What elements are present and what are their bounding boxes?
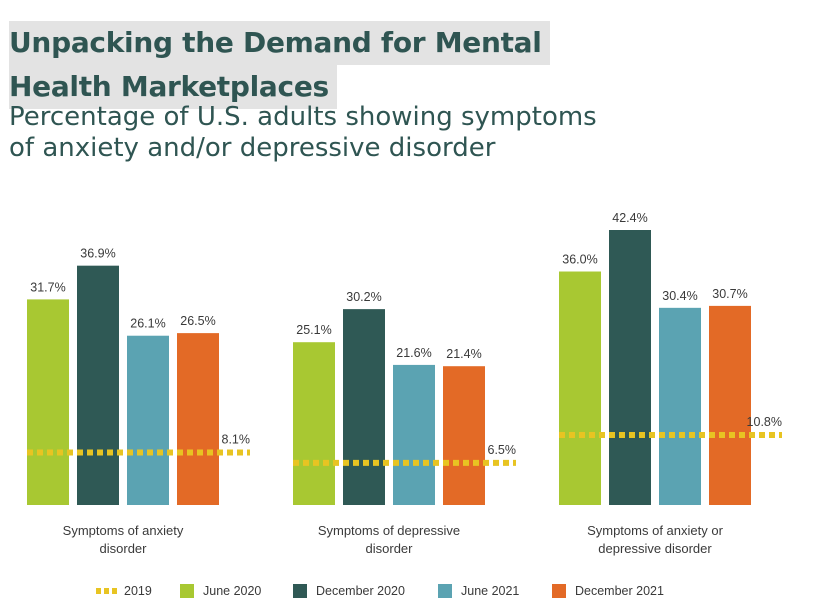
data-label: 36.0% bbox=[562, 253, 597, 267]
category-label: Symptoms of anxiety bbox=[63, 523, 184, 538]
data-label: 30.7% bbox=[712, 287, 747, 301]
bar-december-2021-group-1 bbox=[177, 333, 219, 505]
baseline-2019-label: 6.5% bbox=[488, 443, 517, 457]
legend-label-2019: 2019 bbox=[124, 584, 152, 598]
title-line-2: Health Marketplaces bbox=[9, 65, 337, 109]
category-label: disorder bbox=[100, 541, 148, 556]
bar-june-2021-group-3 bbox=[659, 307, 701, 505]
data-label: 26.1% bbox=[130, 317, 165, 331]
bar-june-2020-group-1 bbox=[27, 299, 69, 505]
legend-label-december-2021: December 2021 bbox=[575, 584, 664, 598]
baseline-2019-label: 8.1% bbox=[222, 432, 251, 446]
bar-december-2021-group-3 bbox=[709, 305, 751, 505]
subtitle-line-1: Percentage of U.S. adults showing sympto… bbox=[9, 102, 597, 132]
legend-label-june-2021: June 2021 bbox=[461, 584, 519, 598]
legend-label-december-2020: December 2020 bbox=[316, 584, 405, 598]
data-label: 26.5% bbox=[180, 314, 215, 328]
data-label: 36.9% bbox=[80, 247, 115, 261]
data-label: 30.2% bbox=[346, 290, 381, 304]
category-label: disorder bbox=[366, 541, 414, 556]
bar-june-2020-group-2 bbox=[293, 342, 335, 505]
legend-label-june-2020: June 2020 bbox=[203, 584, 261, 598]
data-label: 42.4% bbox=[612, 211, 647, 225]
chart-title: Unpacking the Demand for Mental Health M… bbox=[9, 21, 550, 109]
data-label: 30.4% bbox=[662, 289, 697, 303]
legend-swatch-december-2021 bbox=[552, 584, 566, 598]
bar-december-2020-group-2 bbox=[343, 309, 385, 505]
category-label: Symptoms of anxiety or bbox=[587, 523, 723, 538]
title-line-1: Unpacking the Demand for Mental bbox=[9, 21, 550, 65]
data-label: 25.1% bbox=[296, 323, 331, 337]
bar-june-2021-group-1 bbox=[127, 335, 169, 505]
data-label: 21.4% bbox=[446, 347, 481, 361]
bar-december-2020-group-3 bbox=[609, 230, 651, 505]
data-label: 31.7% bbox=[30, 280, 65, 294]
bar-june-2021-group-2 bbox=[393, 364, 435, 505]
legend-swatch-june-2020 bbox=[180, 584, 194, 598]
baseline-2019-label: 10.8% bbox=[747, 415, 782, 429]
category-label: depressive disorder bbox=[598, 541, 712, 556]
legend-swatch-december-2020 bbox=[293, 584, 307, 598]
bar-december-2021-group-2 bbox=[443, 366, 485, 505]
bar-december-2020-group-1 bbox=[77, 265, 119, 505]
category-label: Symptoms of depressive bbox=[318, 523, 460, 538]
bar-june-2020-group-3 bbox=[559, 271, 601, 505]
legend-swatch-june-2021 bbox=[438, 584, 452, 598]
data-label: 21.6% bbox=[396, 346, 431, 360]
subtitle-line-2: of anxiety and/or depressive disorder bbox=[9, 133, 496, 163]
chart-subtitle: Percentage of U.S. adults showing sympto… bbox=[9, 102, 769, 164]
